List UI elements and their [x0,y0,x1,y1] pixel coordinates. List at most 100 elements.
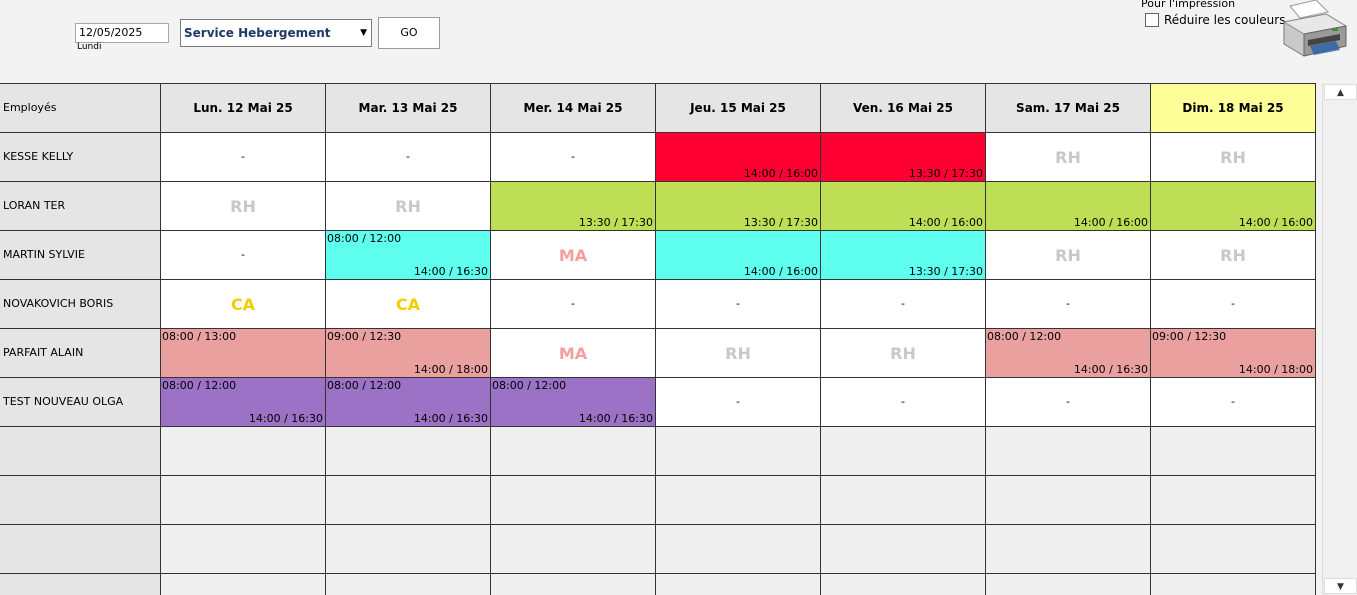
empty-mark: - [1066,297,1070,310]
employee-name[interactable]: TEST NOUVEAU OLGA [0,378,161,427]
day-label: Lundi [77,42,102,52]
empty-cell [1151,574,1316,595]
schedule-cell[interactable]: RH [1151,133,1316,182]
schedule-cell[interactable]: - [1151,378,1316,427]
empty-cell [821,525,986,574]
morning-hours: 09:00 / 12:30 [327,330,402,343]
empty-mark: - [901,297,905,310]
empty-mark: - [736,297,740,310]
employee-name[interactable]: KESSE KELLY [0,133,161,182]
empty-cell [326,525,491,574]
schedule-cell[interactable]: RH [161,182,326,231]
schedule-cell[interactable]: RH [656,329,821,378]
arrow-down-icon[interactable]: ▼ [1324,578,1357,594]
absence-code: RH [230,197,256,216]
schedule-cell[interactable]: 08:00 / 12:00 14:00 / 16:30 [986,329,1151,378]
empty-cell [491,427,656,476]
day-header[interactable]: Sam. 17 Mai 25 [986,84,1151,133]
schedule-cell[interactable]: RH [986,133,1151,182]
employee-name[interactable]: LORAN TER [0,182,161,231]
schedule-cell[interactable]: MA [491,329,656,378]
schedule-cell[interactable]: 13:30 / 17:30 [821,133,986,182]
afternoon-hours: 14:00 / 16:30 [1073,363,1148,376]
service-select[interactable]: Service Hebergement ▼ [180,19,372,47]
schedule-cell[interactable]: 14:00 / 16:00 [1151,182,1316,231]
day-header[interactable]: Dim. 18 Mai 25 [1151,84,1316,133]
schedule-cell[interactable]: CA [326,280,491,329]
schedule-cell[interactable]: - [161,133,326,182]
schedule-cell[interactable]: 13:30 / 17:30 [491,182,656,231]
arrow-up-icon[interactable]: ▲ [1324,84,1357,100]
schedule-cell[interactable]: 09:00 / 12:30 14:00 / 18:00 [1151,329,1316,378]
schedule-cell[interactable]: RH [986,231,1151,280]
empty-cell [656,476,821,525]
day-header[interactable]: Mer. 14 Mai 25 [491,84,656,133]
schedule-cell[interactable]: - [656,378,821,427]
day-header[interactable]: Jeu. 15 Mai 25 [656,84,821,133]
morning-hours: 08:00 / 12:00 [327,379,402,392]
schedule-cell[interactable]: 13:30 / 17:30 [821,231,986,280]
schedule-cell[interactable]: 14:00 / 16:00 [656,133,821,182]
empty-cell [326,574,491,595]
schedule-cell[interactable]: - [491,133,656,182]
schedule-cell[interactable]: 13:30 / 17:30 [656,182,821,231]
afternoon-hours: 14:00 / 16:30 [413,265,488,278]
empty-mark: - [1231,395,1235,408]
schedule-cell[interactable]: 08:00 / 13:00 [161,329,326,378]
employee-name[interactable]: NOVAKOVICH BORIS [0,280,161,329]
empty-mark: - [736,395,740,408]
empty-cell [491,476,656,525]
schedule-cell[interactable]: 14:00 / 16:00 [821,182,986,231]
absence-code: CA [230,295,256,314]
schedule-cell[interactable]: MA [491,231,656,280]
schedule-cell[interactable]: CA [161,280,326,329]
printer-icon[interactable] [1280,0,1348,60]
schedule-cell[interactable]: 08:00 / 12:00 14:00 / 16:30 [326,231,491,280]
day-header[interactable]: Lun. 12 Mai 25 [161,84,326,133]
morning-hours: 09:00 / 12:30 [1152,330,1227,343]
vertical-scrollbar[interactable]: ▲ ▼ [1322,83,1357,595]
afternoon-hours: 14:00 / 16:00 [743,167,818,180]
go-button[interactable]: GO [378,17,440,49]
schedule-cell[interactable]: - [656,280,821,329]
schedule-cell[interactable]: - [161,231,326,280]
schedule-cell[interactable]: 08:00 / 12:00 14:00 / 16:30 [491,378,656,427]
employee-name[interactable]: PARFAIT ALAIN [0,329,161,378]
day-header[interactable]: Ven. 16 Mai 25 [821,84,986,133]
schedule-cell[interactable]: - [1151,280,1316,329]
schedule-cell[interactable]: - [986,280,1151,329]
morning-hours: 08:00 / 12:00 [327,232,402,245]
absence-code: RH [1220,246,1246,265]
schedule-cell[interactable]: - [491,280,656,329]
schedule-cell[interactable]: 08:00 / 12:00 14:00 / 16:30 [326,378,491,427]
afternoon-hours: 14:00 / 16:30 [578,412,653,425]
absence-code: MA [558,246,588,265]
absence-code: RH [890,344,916,363]
empty-cell [326,476,491,525]
schedule-cell[interactable]: - [986,378,1151,427]
schedule-cell[interactable]: 08:00 / 12:00 14:00 / 16:30 [161,378,326,427]
schedule-cell[interactable]: 09:00 / 12:30 14:00 / 18:00 [326,329,491,378]
date-input[interactable]: 12/05/2025 ▲▼ [75,23,243,43]
schedule-cell[interactable]: 14:00 / 16:00 [986,182,1151,231]
chevron-down-icon[interactable]: ▼ [360,28,367,38]
morning-hours: 08:00 / 12:00 [162,379,237,392]
reduce-colors-label[interactable]: Réduire les couleurs [1164,13,1286,27]
schedule-cell[interactable]: RH [326,182,491,231]
schedule-cell[interactable]: RH [821,329,986,378]
empty-cell [821,427,986,476]
day-header[interactable]: Mar. 13 Mai 25 [326,84,491,133]
empty-mark: - [1066,395,1070,408]
empty-cell [821,574,986,595]
schedule-cell[interactable]: - [326,133,491,182]
reduce-colors-checkbox[interactable] [1145,13,1159,27]
empty-cell [821,476,986,525]
empty-mark: - [571,150,575,163]
employee-name[interactable]: MARTIN SYLVIE [0,231,161,280]
schedule-cell[interactable]: 14:00 / 16:00 [656,231,821,280]
schedule-cell[interactable]: - [821,280,986,329]
afternoon-hours: 14:00 / 18:00 [413,363,488,376]
schedule-cell[interactable]: - [821,378,986,427]
schedule-cell[interactable]: RH [1151,231,1316,280]
